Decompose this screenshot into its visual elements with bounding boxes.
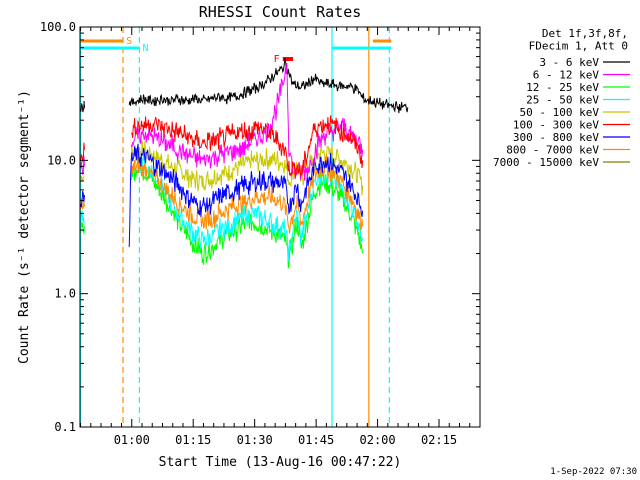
marker-label: N (143, 43, 149, 54)
series-line (80, 175, 85, 182)
series-line (130, 140, 364, 196)
legend-label: 25 - 50 keV (526, 94, 599, 107)
legend-title: FDecim 1, Att 0 (529, 40, 628, 53)
x-tick-label: 02:00 (360, 433, 396, 447)
x-axis-label: Start Time (13-Aug-16 00:47:22) (159, 455, 402, 470)
y-tick-label: 10.0 (47, 153, 76, 167)
footer-timestamp: 1-Sep-2022 07:30 (550, 467, 637, 477)
axes: 0.1 1.0 10.0 100.0 01:00 01:15 01:30 01:45 02:00… (40, 20, 481, 447)
x-tick-label: 01:30 (237, 433, 273, 447)
series-line (80, 190, 85, 208)
x-tick-label: 01:00 (114, 433, 150, 447)
y-tick-label: 0.1 (54, 420, 76, 434)
series-line (128, 58, 409, 114)
y-tick-label: 100.0 (40, 20, 76, 34)
legend-label: 100 - 300 keV (513, 119, 599, 132)
marker-label: F (274, 54, 280, 65)
y-axis-label: Count Rate (s⁻¹ detector segment⁻¹) (17, 90, 32, 364)
series-lines (80, 58, 409, 269)
legend-label: 3 - 6 keV (539, 56, 599, 69)
orbit-markers: SN F (79, 27, 392, 427)
legend-label: 6 - 12 keV (533, 69, 600, 82)
series-line (130, 115, 364, 179)
x-tick-label: 01:15 (175, 433, 211, 447)
plot-frame (79, 26, 481, 428)
legend-label: 300 - 800 keV (513, 131, 599, 144)
legend-label: 800 - 7000 keV (506, 144, 599, 157)
series-line (130, 62, 364, 181)
series-line (80, 210, 85, 233)
legend-title: Det 1f,3f,8f, (542, 27, 628, 40)
legend-label: 12 - 25 keV (526, 81, 599, 94)
x-tick-label: 02:15 (421, 433, 457, 447)
legend-label: 50 - 100 keV (520, 106, 600, 119)
chart-title: RHESSI Count Rates (199, 3, 362, 21)
series-line (130, 150, 364, 262)
x-tick-label: 01:45 (298, 433, 334, 447)
legend-label: 7000 - 15000 keV (493, 156, 599, 169)
series-line (128, 143, 364, 248)
y-tick-label: 1.0 (54, 287, 76, 301)
marker-label: S (126, 36, 132, 47)
series-line (130, 155, 364, 234)
series-line (80, 100, 85, 113)
series-line (80, 142, 85, 163)
